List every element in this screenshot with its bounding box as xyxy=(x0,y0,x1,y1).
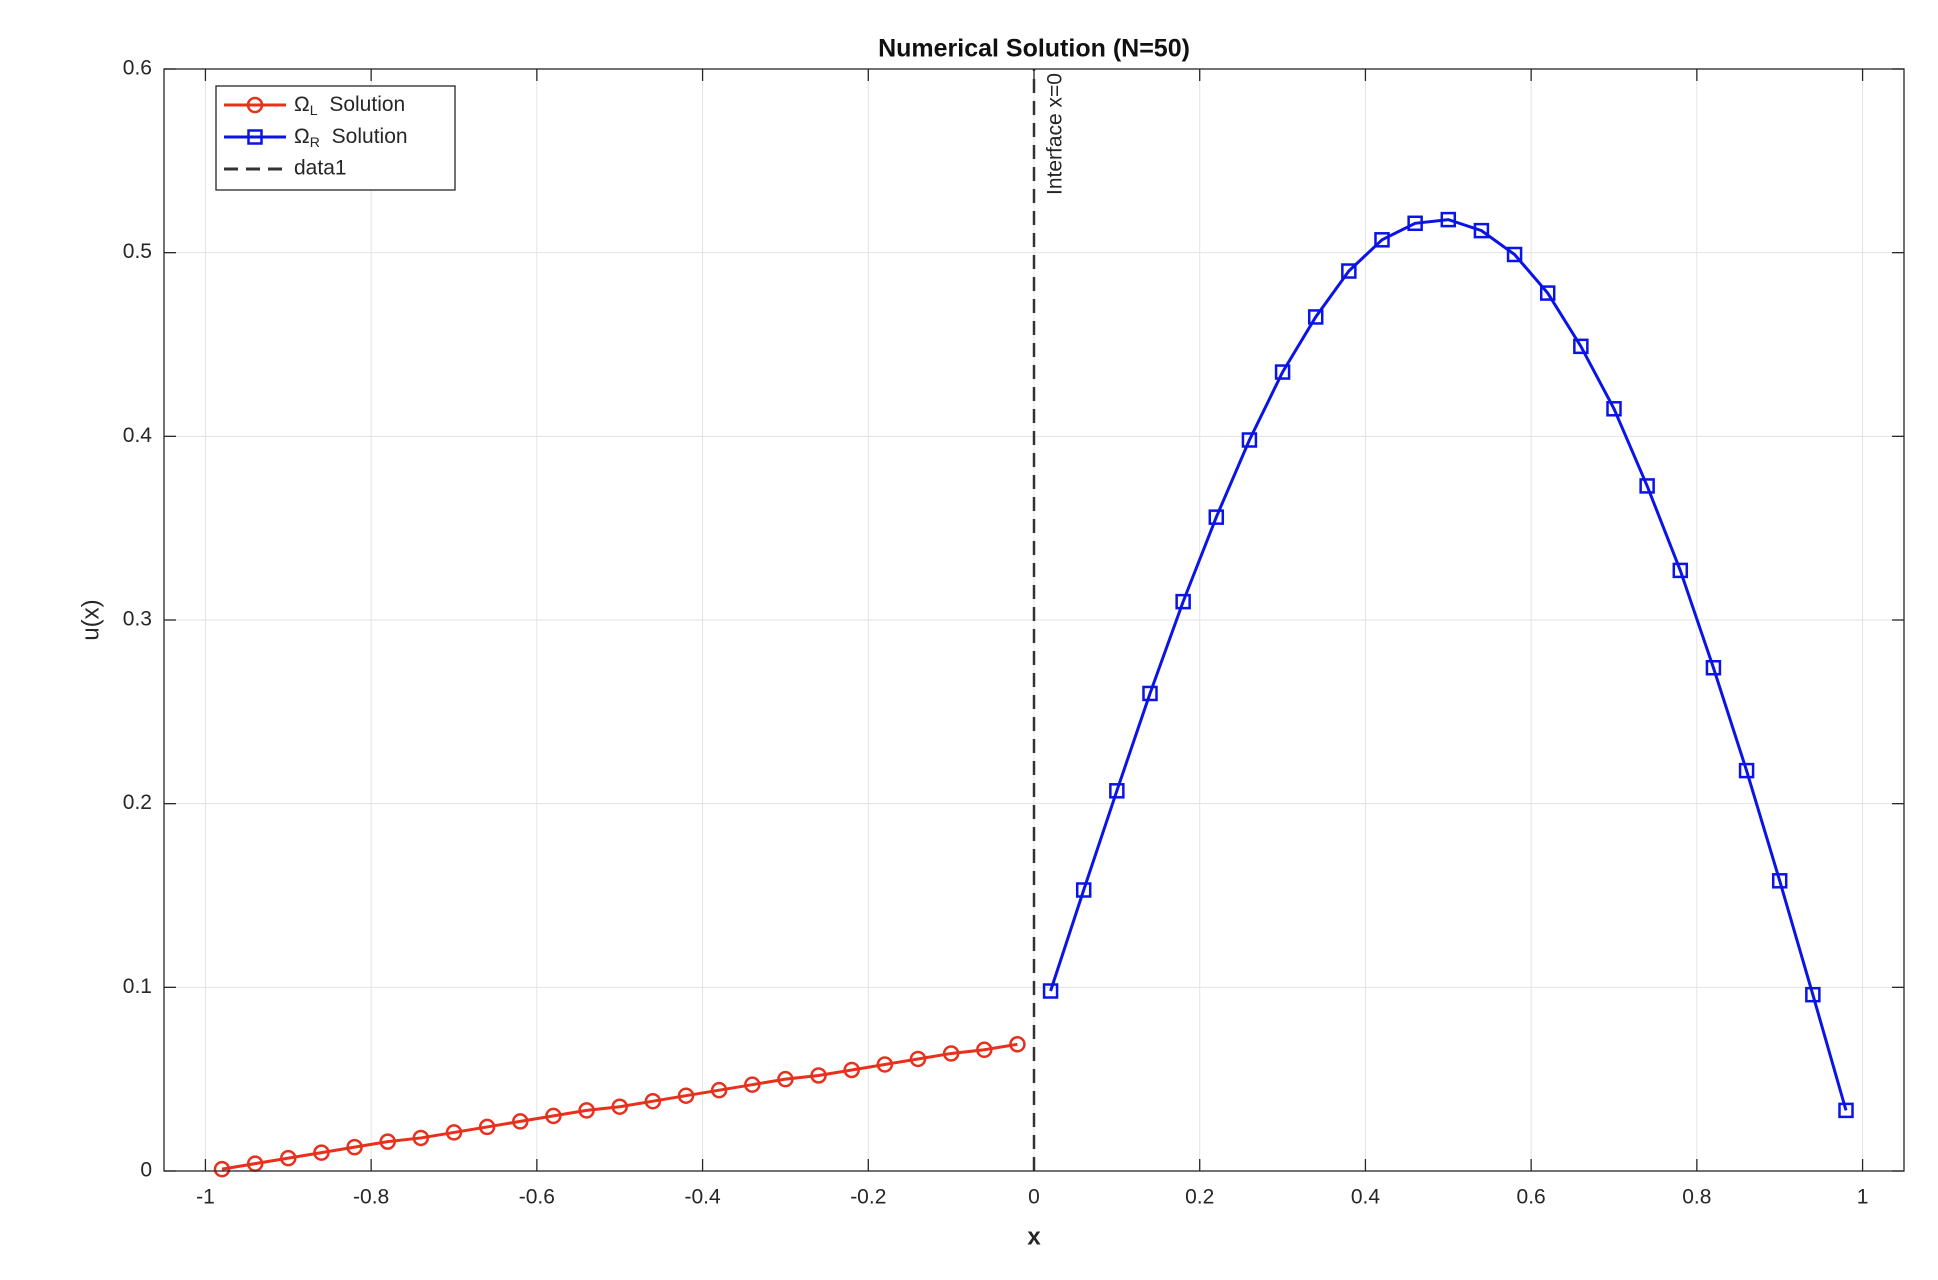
x-tick-label: -0.8 xyxy=(353,1186,389,1209)
marker xyxy=(1639,478,1655,494)
marker xyxy=(445,1124,463,1141)
marker xyxy=(1672,562,1689,579)
marker xyxy=(1606,401,1622,417)
marker xyxy=(1241,432,1258,448)
marker xyxy=(1175,593,1191,610)
marker xyxy=(213,1160,231,1178)
marker xyxy=(512,1113,529,1130)
marker xyxy=(1573,338,1589,355)
series-line xyxy=(221,1042,1018,1171)
marker xyxy=(545,1107,562,1125)
marker xyxy=(1440,211,1457,228)
marker xyxy=(843,1061,860,1079)
marker xyxy=(677,1087,695,1104)
x-tick-label: 0.6 xyxy=(1517,1186,1546,1209)
marker xyxy=(313,1144,330,1161)
marker xyxy=(1075,882,1092,898)
marker xyxy=(1805,986,1821,1003)
marker xyxy=(644,1092,662,1110)
legend-marker xyxy=(246,96,264,114)
marker xyxy=(611,1098,628,1115)
marker xyxy=(1407,215,1423,232)
marker xyxy=(1374,232,1390,248)
marker xyxy=(876,1056,894,1073)
marker xyxy=(1341,263,1357,279)
chart-title: Numerical Solution (N=50) xyxy=(878,35,1190,63)
legend-label: ΩR Solution xyxy=(294,125,408,150)
marker xyxy=(412,1129,430,1147)
marker xyxy=(942,1045,960,1062)
annotation: Interface x=0 xyxy=(1044,73,1067,195)
y-axis-label: u(x) xyxy=(77,599,104,640)
axes-box xyxy=(163,68,1905,1172)
marker xyxy=(478,1118,496,1136)
marker xyxy=(744,1076,761,1093)
marker xyxy=(346,1138,363,1156)
marker xyxy=(1109,783,1125,799)
marker xyxy=(1771,873,1788,889)
marker xyxy=(1274,364,1291,380)
marker xyxy=(280,1149,297,1167)
x-tick-label: 0 xyxy=(1028,1186,1040,1209)
marker xyxy=(1473,222,1490,239)
marker xyxy=(1142,685,1158,702)
marker xyxy=(710,1081,728,1099)
y-tick-label: 0.6 xyxy=(123,57,152,80)
marker xyxy=(1208,509,1225,525)
marker xyxy=(379,1133,396,1150)
marker xyxy=(1042,983,1059,999)
x-tick-label: -1 xyxy=(196,1186,215,1209)
marker xyxy=(1705,660,1722,676)
series-line xyxy=(1049,218,1848,1111)
marker xyxy=(976,1041,993,1059)
y-tick-label: 0.2 xyxy=(123,791,152,814)
x-tick-label: -0.4 xyxy=(684,1186,721,1209)
legend-marker xyxy=(247,129,263,145)
x-tick-label: -0.2 xyxy=(850,1186,886,1209)
x-tick-label: 0.2 xyxy=(1185,1186,1214,1209)
y-tick-label: 0.4 xyxy=(123,424,153,447)
marker xyxy=(1307,309,1324,325)
legend-label: data1 xyxy=(294,157,347,180)
x-tick-label: 1 xyxy=(1857,1186,1869,1209)
marker xyxy=(1738,762,1755,779)
marker xyxy=(810,1067,827,1084)
x-tick-label: 0.4 xyxy=(1351,1186,1381,1209)
marker xyxy=(1009,1036,1026,1053)
y-tick-label: 0.5 xyxy=(123,240,152,263)
marker xyxy=(1838,1102,1854,1119)
y-tick-label: 0.3 xyxy=(123,608,152,631)
y-tick-label: 0 xyxy=(140,1159,152,1182)
marker xyxy=(909,1050,927,1068)
marker xyxy=(578,1102,595,1119)
marker xyxy=(1539,285,1556,301)
x-tick-label: 0.8 xyxy=(1682,1186,1711,1209)
marker xyxy=(1506,246,1523,263)
marker xyxy=(777,1070,794,1088)
y-tick-label: 0.1 xyxy=(123,975,152,998)
legend-label: ΩL Solution xyxy=(294,93,405,118)
x-tick-label: -0.6 xyxy=(519,1186,555,1209)
x-axis-label: x xyxy=(1027,1223,1041,1250)
